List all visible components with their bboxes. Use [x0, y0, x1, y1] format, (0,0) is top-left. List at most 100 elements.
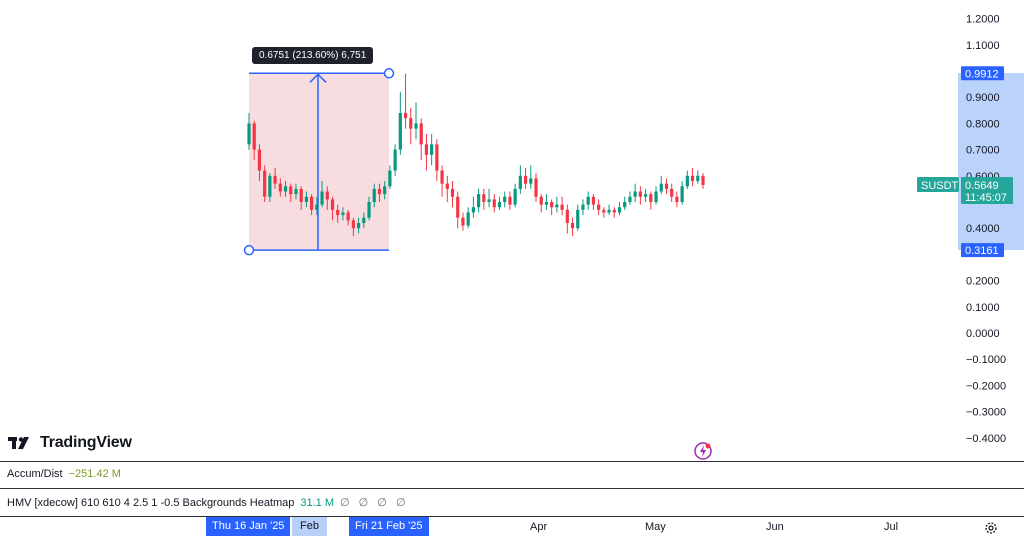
tradingview-logo-icon	[8, 437, 29, 449]
candle-body	[659, 183, 663, 192]
candle-body	[294, 188, 298, 195]
candle-body	[534, 178, 538, 197]
lightning-icon[interactable]	[693, 441, 713, 461]
candle-body	[576, 209, 580, 229]
candle-body	[497, 202, 502, 208]
candle-body	[649, 194, 653, 202]
candle-body	[638, 191, 642, 197]
candle-body	[367, 202, 371, 218]
candle-body	[602, 209, 606, 213]
tradingview-logo[interactable]: TradingView	[8, 434, 132, 452]
candle-body	[362, 217, 366, 223]
price-tick-label: 1.1000	[966, 40, 1000, 52]
candle-body	[586, 196, 590, 205]
price-tick-label: −0.3000	[966, 407, 1006, 419]
candle-body	[336, 209, 340, 216]
measure-handle-bottom[interactable]	[243, 244, 255, 256]
candle-body	[377, 188, 382, 195]
candle-body	[424, 144, 429, 155]
candle-body	[690, 175, 695, 182]
candle-body	[628, 196, 632, 202]
candle-body	[383, 186, 387, 195]
price-tick-label: 0.1000	[966, 302, 1000, 314]
measure-axis-band	[958, 73, 1024, 250]
candle-body	[409, 118, 413, 129]
candle-body	[581, 204, 585, 210]
time-label-jun: Jun	[766, 521, 784, 533]
candle-body	[346, 212, 350, 221]
candle-body	[654, 191, 658, 202]
candle-body	[247, 123, 251, 145]
price-tick-label: −0.4000	[966, 433, 1006, 445]
symbol-tag[interactable]: SUSDT	[921, 180, 959, 192]
candle-body	[591, 196, 596, 205]
candle-body	[523, 175, 528, 184]
candle-body	[419, 123, 423, 145]
candle-body	[487, 199, 491, 202]
candle-body	[565, 209, 569, 223]
candle-body	[529, 178, 533, 184]
accum-dist-value: −251.42 M	[68, 468, 121, 480]
measure-arrowhead	[309, 73, 327, 83]
last-price-label: 0.5649	[965, 180, 999, 192]
candle-body	[539, 196, 543, 205]
price-chart[interactable]: 1.20001.10000.90000.80000.70000.60000.40…	[0, 0, 1024, 460]
candle-body	[440, 170, 444, 184]
candle-body	[330, 199, 335, 210]
candle-body	[393, 149, 397, 171]
accum-dist-name: Accum/Dist	[7, 468, 63, 480]
hmv-null-values: ∅ ∅ ∅ ∅	[340, 497, 409, 509]
candle-body	[670, 188, 674, 197]
measure-handle-top[interactable]	[383, 68, 395, 79]
price-tick-label: 0.4000	[966, 223, 1000, 235]
chart-area[interactable]: 1.2000 1.1000 0.9000 0.8000 0.7000 0.6000 0.40…	[0, 0, 1024, 460]
price-tick-label: 0.9000	[966, 92, 1000, 104]
candle-body	[304, 196, 309, 202]
candle-body	[597, 204, 601, 210]
hmv-value: 31.1 M	[300, 496, 335, 509]
candle-body	[701, 175, 705, 185]
candle-body	[477, 194, 481, 208]
candle-body	[555, 204, 559, 208]
candle-body	[273, 175, 277, 184]
candle-body	[544, 202, 549, 205]
time-badge-start: Thu 16 Jan '25	[206, 517, 291, 536]
pane-divider[interactable]	[0, 461, 1024, 462]
pane-divider[interactable]	[0, 488, 1024, 489]
price-tick-label: 0.2000	[966, 276, 1000, 288]
candle-body	[617, 207, 622, 213]
price-tick-label: −0.1000	[966, 354, 1006, 366]
candle-body	[310, 196, 314, 210]
candles-series	[247, 73, 705, 237]
accum-dist-legend[interactable]: Accum/Dist −251.42 M	[7, 468, 121, 480]
hmv-legend[interactable]: HMV [xdecow] 610 610 4 2.5 1 -0.5 Backgr…	[7, 496, 409, 510]
candle-body	[623, 202, 627, 208]
candle-body	[435, 144, 439, 171]
measure-high-label: 0.9912	[965, 68, 999, 80]
candle-body	[445, 183, 449, 189]
price-tick-label: 0.8000	[966, 118, 1000, 130]
time-label-apr: Apr	[530, 521, 548, 533]
candle-body	[503, 196, 507, 202]
hmv-name: HMV [xdecow] 610 610 4 2.5 1 -0.5 Backgr…	[7, 496, 295, 509]
measure-range-box[interactable]	[249, 73, 389, 251]
logo-text: TradingView	[40, 434, 132, 451]
price-tick-label: −0.2000	[966, 380, 1006, 392]
last-price-bg	[961, 176, 1013, 204]
time-label-feb: Feb	[292, 517, 327, 536]
candle-body	[508, 196, 512, 205]
time-axis-divider	[0, 516, 1024, 517]
gear-icon[interactable]	[984, 521, 998, 535]
measure-high-label-bg	[961, 66, 1004, 81]
measure-low-label-bg	[961, 243, 1004, 258]
candle-body	[283, 186, 288, 192]
time-axis[interactable]	[0, 517, 1024, 539]
candle-body	[633, 191, 637, 197]
candle-body	[680, 186, 684, 202]
candle-body	[685, 175, 689, 187]
time-label-may: May	[645, 521, 666, 533]
candle-body	[513, 188, 517, 205]
candle-body	[696, 175, 700, 182]
candle-body	[456, 196, 460, 218]
